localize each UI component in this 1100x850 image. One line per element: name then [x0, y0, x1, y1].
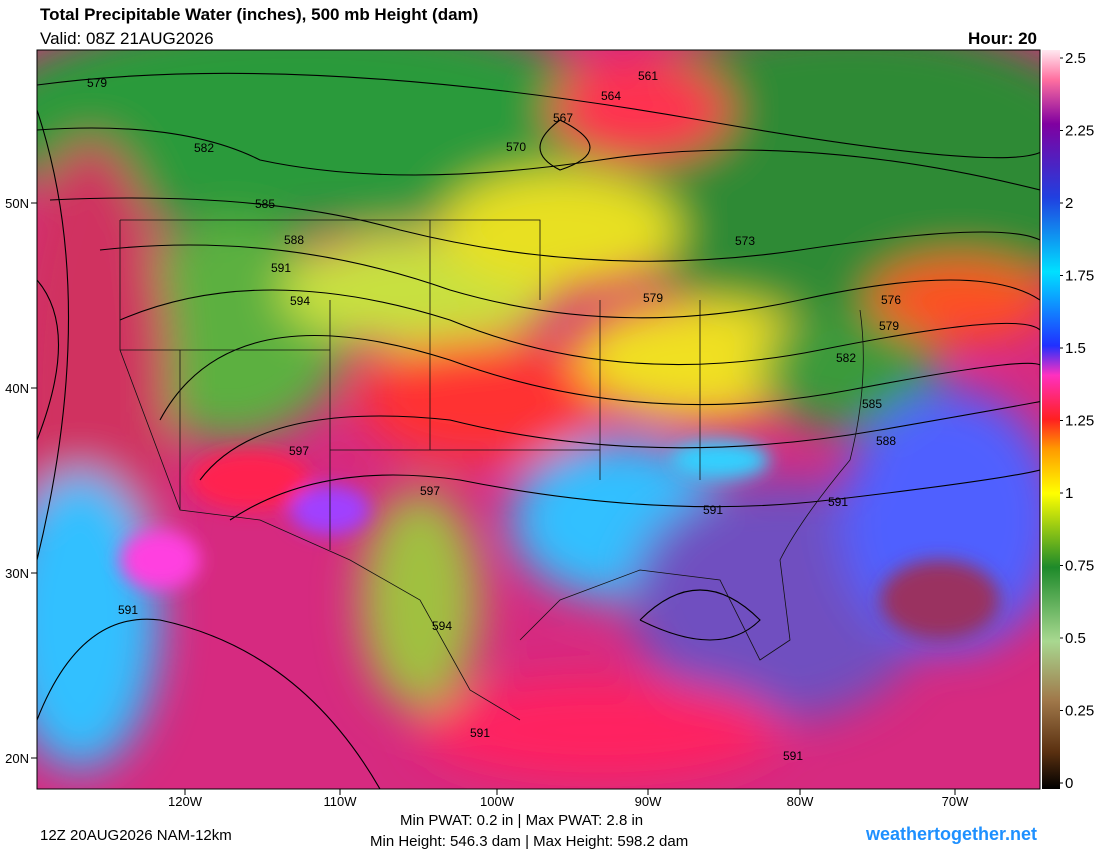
lat-label: 40N [5, 381, 29, 396]
contour-label: 591 [703, 503, 723, 517]
contour-label: 579 [87, 76, 107, 90]
contour-label: 585 [255, 197, 275, 211]
contour-label: 579 [879, 319, 899, 333]
colorbar-label: 0.75 [1065, 558, 1094, 575]
lon-label: 90W [635, 794, 662, 809]
contour-label: 588 [284, 233, 304, 247]
map-labels: 579 582 585 588 591 594 597 597 594 591 591 561 564 5… [31, 69, 956, 795]
contour [37, 72, 1040, 159]
contour [199, 399, 1040, 481]
contour-label: 591 [828, 495, 848, 509]
contour [229, 469, 1040, 521]
colorbar-label: 2.5 [1065, 50, 1086, 67]
contour [159, 335, 1040, 421]
coastline [519, 309, 864, 661]
colorbar [1042, 50, 1060, 789]
contour [99, 244, 1040, 319]
colorbar-label: 2.25 [1065, 123, 1094, 140]
contour-label: 573 [735, 234, 755, 248]
contour-label: 594 [432, 619, 452, 633]
contour-label: 591 [783, 749, 803, 763]
lat-label: 20N [5, 751, 29, 766]
contour-label: 591 [118, 603, 138, 617]
lon-label: 110W [324, 794, 358, 809]
contour-label: 582 [194, 141, 214, 155]
contour-label: 597 [289, 444, 309, 458]
colorbar-label: 1 [1065, 485, 1073, 502]
colorbar-label: 0.25 [1065, 703, 1094, 720]
lon-label: 70W [942, 794, 969, 809]
field-detail [120, 440, 1000, 640]
forecast-hour: Hour: 20 [968, 29, 1037, 48]
colorbar-label: 1.75 [1065, 268, 1094, 285]
colorbar-label: 1.25 [1065, 413, 1094, 430]
map-frame [36, 49, 1041, 790]
height-range: Min Height: 546.3 dam | Max Height: 598.… [370, 833, 688, 850]
contour [37, 618, 381, 789]
contour-label: 594 [290, 294, 310, 308]
contour-label: 567 [553, 111, 573, 125]
colorbar-label: 0.5 [1065, 630, 1086, 647]
lon-label: 80W [787, 794, 814, 809]
contour-label: 591 [470, 726, 490, 740]
contour [37, 127, 1040, 191]
contour-label: 588 [876, 434, 896, 448]
map-field [37, 50, 1040, 789]
contour-label: 582 [836, 351, 856, 365]
lon-label: 100W [480, 794, 515, 809]
contour [37, 279, 60, 441]
lon-label: 120W [168, 794, 203, 809]
contour [639, 589, 761, 641]
contour-label: 585 [862, 397, 882, 411]
valid-time: Valid: 08Z 21AUG2026 [40, 29, 214, 48]
contour-label: 570 [506, 140, 526, 154]
lat-label: 30N [5, 566, 29, 581]
contour-label: 579 [643, 291, 663, 305]
contour-label: 591 [271, 261, 291, 275]
borders [119, 219, 701, 721]
contour [37, 109, 70, 561]
contour-label: 561 [638, 69, 658, 83]
colorbar-label: 2 [1065, 195, 1073, 212]
site-credit: weathertogether.net [865, 824, 1037, 844]
pwat-range: Min PWAT: 0.2 in | Max PWAT: 2.8 in [400, 812, 643, 829]
contour-label: 564 [601, 89, 621, 103]
colorbar-label: 1.5 [1065, 340, 1086, 357]
contour-label: 576 [881, 293, 901, 307]
lat-label: 50N [5, 196, 29, 211]
contour [49, 197, 1040, 262]
map-title: Total Precipitable Water (inches), 500 m… [40, 5, 478, 24]
model-run: 12Z 20AUG2026 NAM-12km [40, 827, 232, 844]
colorbar-label: 0 [1065, 775, 1073, 792]
contour [539, 119, 591, 171]
contour-label: 597 [420, 484, 440, 498]
